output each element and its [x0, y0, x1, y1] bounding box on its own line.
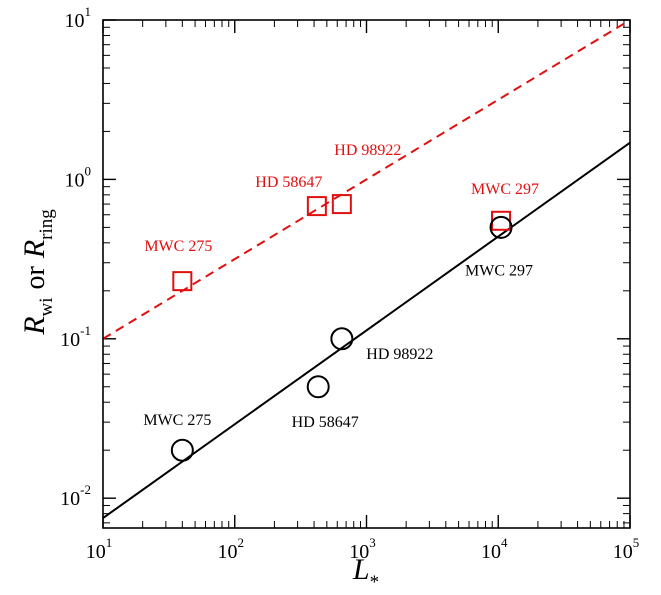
y-tick-label: 101 [65, 4, 92, 32]
y-axis-label: RwiorRring [18, 209, 57, 336]
fit-lines [102, 19, 631, 519]
plot-frame [102, 19, 631, 529]
wi-point-circle [330, 327, 354, 351]
x-tick-label: 102 [218, 535, 245, 563]
ring-point-square [172, 271, 193, 292]
x-tick-label: 101 [86, 535, 113, 563]
x-tick-label: 103 [349, 535, 376, 563]
ring-point-label: HD 98922 [334, 142, 401, 159]
ring-point-label: HD 58647 [255, 174, 322, 191]
y-tick-label: 10-2 [60, 482, 91, 510]
wi-fit-line [102, 141, 631, 519]
ring-point-square [306, 196, 327, 217]
ring-point-label: MWC 275 [144, 238, 212, 255]
tick-labels: 101 102 103 104 105 10-2 10-1 100 101 [60, 4, 639, 563]
y-tick-label: 10-1 [60, 323, 91, 351]
wi-point-label: MWC 275 [143, 412, 211, 429]
wi-point-circle [170, 438, 194, 462]
wi-point-label: MWC 297 [465, 262, 533, 279]
x-tick-label: 105 [613, 535, 640, 563]
wi-point-label: HD 98922 [366, 346, 433, 363]
data-points [170, 194, 513, 462]
ring-point-square [331, 194, 352, 215]
x-axis-label: L* [352, 553, 379, 593]
ring-point-square [491, 210, 512, 231]
wi-point-circle [489, 215, 513, 239]
x-tick-label: 104 [481, 535, 508, 563]
point-labels: MWC 275 HD 58647 HD 98922 MWC 297 MWC 275 HD … [143, 142, 539, 431]
ring-point-label: MWC 297 [471, 181, 539, 198]
wi-point-label: HD 58647 [292, 414, 359, 431]
y-tick-label: 100 [65, 163, 92, 191]
tick-marks [102, 19, 631, 528]
ring-fit-line [102, 19, 631, 340]
wi-point-circle [306, 375, 330, 399]
